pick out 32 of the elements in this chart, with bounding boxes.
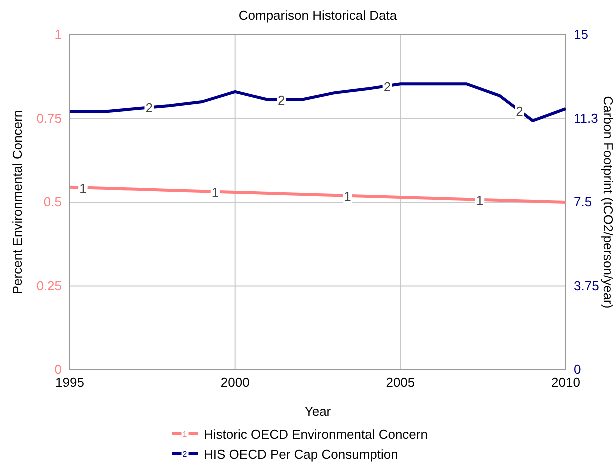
y2-tick-label: 7.5 bbox=[574, 194, 592, 210]
y-tick-label: 0.25 bbox=[36, 278, 62, 294]
annotation: 2 bbox=[278, 92, 286, 108]
x-tick-label: 1995 bbox=[56, 375, 84, 390]
y-tick-label: 0.5 bbox=[44, 194, 62, 210]
text: 1 bbox=[182, 430, 188, 439]
y2-tick-label: 0 bbox=[574, 362, 582, 378]
annotation: 2 bbox=[384, 79, 392, 94]
legend-label: HIS OECD Per Cap Consumption bbox=[204, 447, 398, 462]
annotation: 2 bbox=[516, 104, 524, 120]
line-series bbox=[68, 186, 568, 204]
annotation: 1 bbox=[344, 188, 352, 204]
annotation: 1 bbox=[212, 184, 220, 200]
legend-label: Historic OECD Environmental Concern bbox=[204, 427, 428, 442]
line-series bbox=[68, 82, 568, 122]
y2-tick-label: 15 bbox=[574, 27, 588, 42]
y2-axis-title: Carbon Footprint (tCO2/person/year) bbox=[601, 96, 616, 309]
y-tick-label: 1 bbox=[54, 27, 62, 42]
annotation: 2 bbox=[146, 100, 153, 116]
y-axis-title: Percent Environmental Concern bbox=[10, 110, 25, 295]
y2-tick-label: 11.3 bbox=[574, 110, 598, 126]
y-tick-label: 0 bbox=[54, 362, 62, 378]
x-axis-title: Year bbox=[304, 404, 332, 419]
text: 2 bbox=[182, 450, 188, 459]
x-tick-label: 2010 bbox=[552, 375, 580, 390]
x-tick-label: 2000 bbox=[220, 375, 250, 390]
annotation: 1 bbox=[476, 192, 484, 208]
y-tick-label: 0.75 bbox=[36, 110, 62, 126]
chart-title: Comparison Historical Data bbox=[238, 8, 398, 23]
annotation: 1 bbox=[80, 180, 87, 196]
y2-tick-label: 3.75 bbox=[574, 278, 600, 294]
x-tick-label: 2005 bbox=[386, 375, 416, 390]
